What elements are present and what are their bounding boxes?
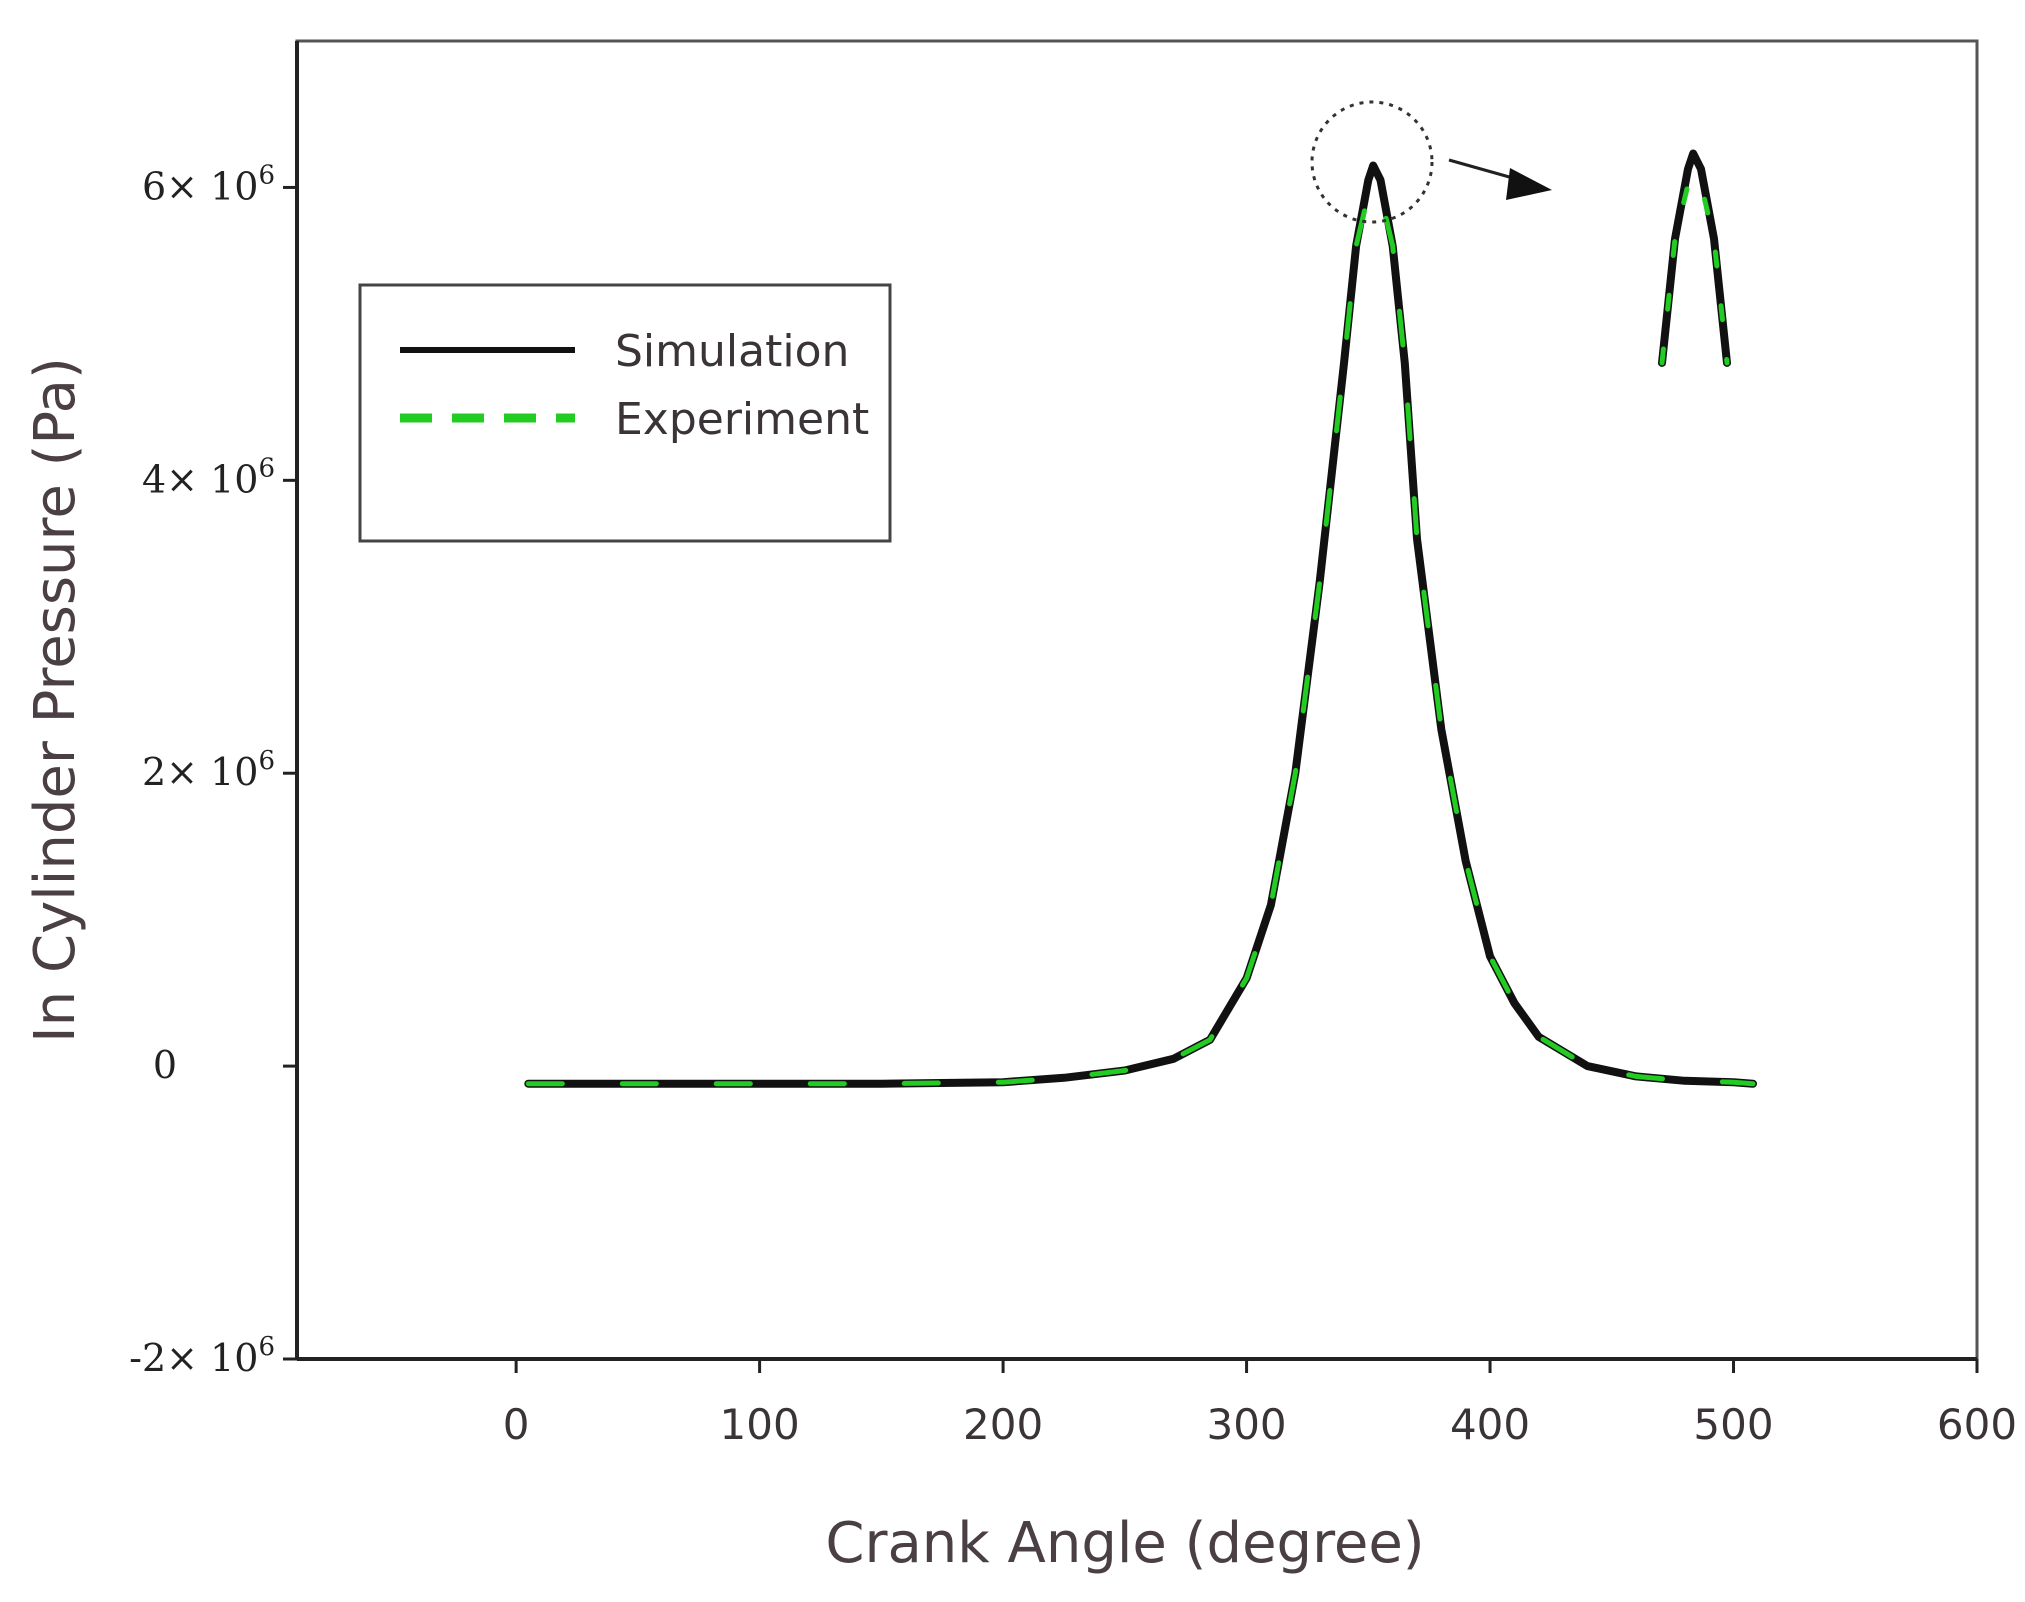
x-tick-label: 0 [503, 1400, 530, 1449]
zoom-circle [1310, 100, 1434, 224]
legend-box [358, 283, 892, 543]
y-axis-title: In Cylinder Pressure (Pa) [23, 357, 88, 1043]
y-tick-label: 6× 106 [142, 160, 275, 208]
y-tick-label: 2× 106 [142, 746, 275, 794]
x-tick-label: 300 [1206, 1400, 1286, 1449]
x-tick-label: 100 [720, 1400, 800, 1449]
y-axis-ticks: -2× 106 0 2× 106 4× 106 6× 106 [129, 160, 297, 1380]
x-axis-ticks: 0 100 200 300 400 500 600 [503, 1359, 2017, 1449]
legend: Simulation Experiment [358, 283, 892, 543]
y-tick-label: 0 [153, 1043, 177, 1087]
x-tick-label: 400 [1450, 1400, 1530, 1449]
inset-background [1572, 130, 1782, 530]
y-tick-label: -2× 106 [129, 1332, 275, 1380]
x-tick-label: 200 [963, 1400, 1043, 1449]
inset-line-simulation [1658, 149, 1731, 367]
series-line-simulation [524, 161, 1757, 1088]
x-tick-label: 600 [1937, 1400, 2017, 1449]
x-axis-title: Crank Angle (degree) [825, 1511, 1424, 1576]
legend-label-experiment: Experiment [615, 394, 869, 445]
zoom-arrow [1448, 158, 1552, 200]
x-tick-label: 500 [1693, 1400, 1773, 1449]
series-layer [524, 161, 1757, 1088]
inset-zoom [1572, 130, 1782, 530]
y-tick-label: 4× 106 [142, 453, 275, 501]
legend-label-simulation: Simulation [615, 326, 849, 377]
